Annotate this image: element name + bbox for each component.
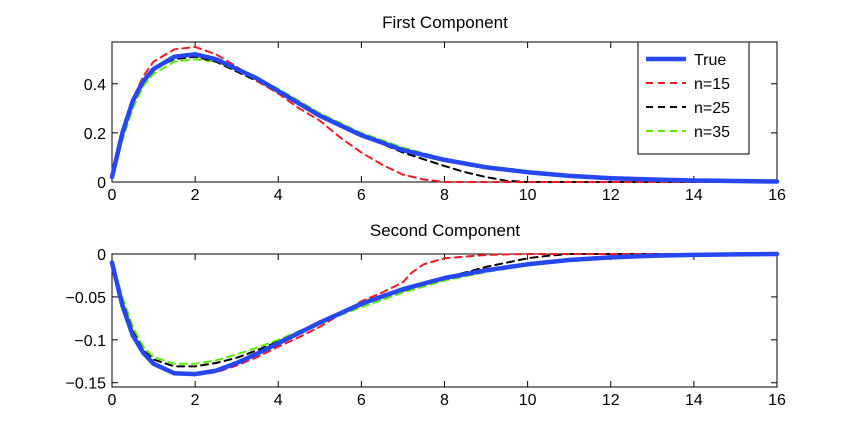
x-tick-label: 2 — [191, 392, 200, 409]
x-tick-label: 8 — [440, 392, 449, 409]
x-tick-label: 14 — [685, 187, 703, 204]
legend-label: n=35 — [694, 124, 730, 141]
x-tick-label: 4 — [274, 392, 283, 409]
series-lines — [109, 251, 780, 377]
x-tick-label: 10 — [519, 187, 537, 204]
x-tick-label: 14 — [685, 392, 703, 409]
chart-title: Second Component — [370, 221, 521, 240]
chart-title: First Component — [382, 13, 508, 32]
legend-label: n=25 — [694, 100, 730, 117]
x-tick-label: 10 — [519, 392, 537, 409]
y-tick-label: 0 — [97, 175, 106, 192]
y-tick-label: −0.1 — [74, 333, 106, 350]
series-lines — [109, 45, 780, 184]
y-tick-label: −0.05 — [66, 290, 107, 307]
series-line-true — [109, 251, 780, 377]
y-tick-label: −0.15 — [66, 376, 107, 393]
x-tick-label: 6 — [357, 392, 366, 409]
second-component-chart: Second Component 0 2 4 6 8 10 12 14 16 0 −0.05 −0.… — [66, 221, 786, 409]
y-tick-label: 0 — [97, 247, 106, 264]
x-tick-label: 2 — [191, 187, 200, 204]
x-tick-label: 12 — [602, 392, 620, 409]
x-axis: 0 2 4 6 8 10 12 14 16 — [108, 254, 786, 409]
y-axis: 0 −0.05 −0.1 −0.15 — [66, 247, 777, 393]
x-tick-label: 0 — [108, 392, 117, 409]
x-tick-label: 12 — [602, 187, 620, 204]
x-axis: 0 2 4 6 8 10 12 14 16 — [108, 42, 786, 204]
x-tick-label: 0 — [108, 187, 117, 204]
series-line-n-15 — [111, 45, 778, 183]
x-tick-label: 16 — [768, 187, 786, 204]
plot-area — [111, 253, 778, 388]
x-tick-label: 6 — [357, 187, 366, 204]
series-line-true — [109, 52, 780, 184]
x-tick-label: 8 — [440, 187, 449, 204]
legend-label: n=15 — [694, 76, 730, 93]
legend-label: True — [694, 52, 726, 69]
x-tick-label: 4 — [274, 187, 283, 204]
legend: True n=15 n=25 n=35 — [637, 41, 750, 155]
y-axis: 0 0.2 0.4 — [84, 77, 777, 192]
y-tick-label: 0.4 — [84, 77, 106, 94]
x-tick-label: 16 — [768, 392, 786, 409]
y-tick-label: 0.2 — [84, 126, 106, 143]
first-component-chart: First Component 0 2 4 6 8 10 12 14 16 0 0.2 0.4 Tr… — [84, 13, 786, 204]
